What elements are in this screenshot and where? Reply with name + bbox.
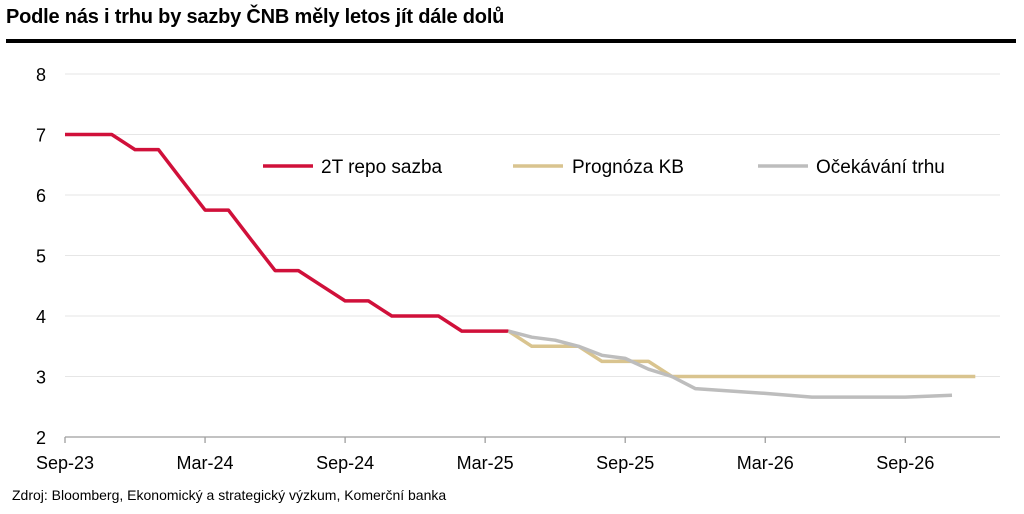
legend: 2T repo sazba Prognóza KB Očekávání trhu (263, 157, 945, 178)
x-tick-label-Mar-25: Mar-25 (457, 453, 514, 473)
y-tick-labels: 2 3 4 5 6 7 8 (36, 65, 46, 448)
x-tick-label-Sep-25: Sep-25 (596, 453, 654, 473)
series-lines (65, 132, 976, 399)
chart-title: Podle nás i trhu by sazby ČNB měly letos… (6, 6, 505, 28)
y-tick-label-3: 3 (36, 368, 46, 388)
x-tick-labels: Sep-23 Mar-24 Sep-24 Mar-25 Sep-25 Mar-26 Sep-… (36, 453, 934, 473)
axes (64, 436, 1000, 443)
y-tick-label-8: 8 (36, 65, 46, 85)
grid-lines (65, 73, 1000, 377)
y-tick-label-7: 7 (36, 126, 46, 146)
x-tick-label-Mar-24: Mar-24 (177, 453, 234, 473)
series-line-2 (507, 329, 976, 379)
legend-label-2: Prognóza KB (572, 157, 684, 178)
y-tick-label-4: 4 (36, 307, 46, 327)
legend-label-1: 2T repo sazba (321, 157, 443, 178)
x-tick-label-Sep-23: Sep-23 (36, 453, 94, 473)
x-tick-label-Mar-26: Mar-26 (737, 453, 794, 473)
y-tick-label-6: 6 (36, 186, 46, 206)
source-note: Zdroj: Bloomberg, Ekonomický a strategic… (12, 487, 447, 503)
legend-label-3: Očekávání trhu (816, 157, 945, 178)
series-line-1 (65, 132, 509, 333)
series-line-3 (508, 329, 953, 399)
x-tick-label-Sep-26: Sep-26 (876, 453, 934, 473)
x-tick-label-Sep-24: Sep-24 (316, 453, 374, 473)
title-rule (6, 39, 1016, 43)
y-tick-label-2: 2 (36, 428, 46, 448)
y-tick-label-5: 5 (36, 247, 46, 267)
